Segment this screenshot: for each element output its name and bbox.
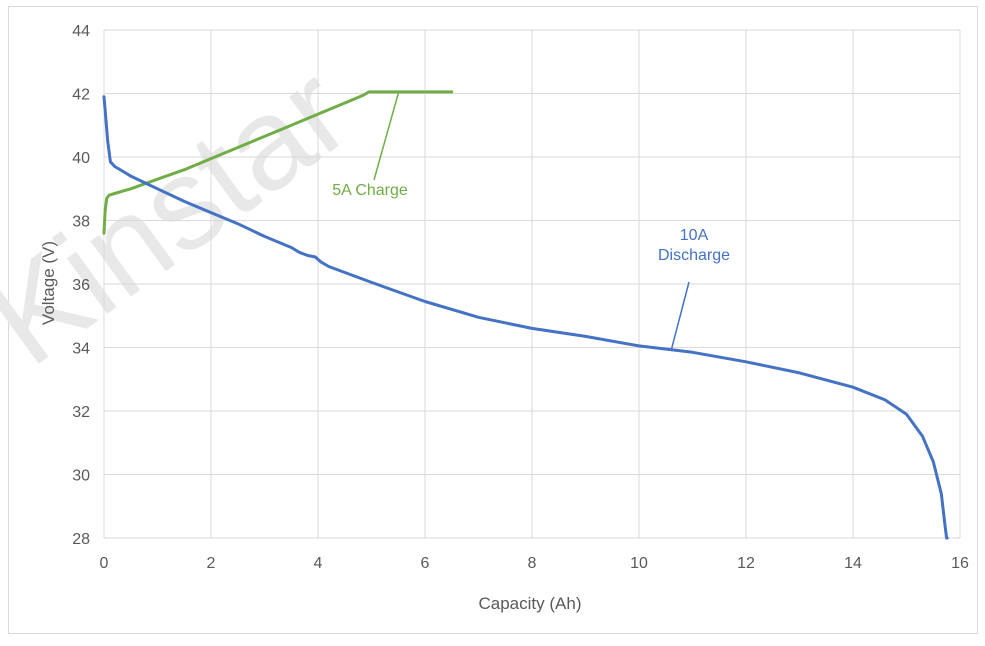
series-lines xyxy=(102,90,949,540)
y-tick-label: 28 xyxy=(72,531,90,548)
grid-lines xyxy=(103,29,961,539)
discharge-callout-label: Discharge xyxy=(658,247,730,264)
y-tick-label: 32 xyxy=(72,404,90,421)
y-tick-labels: 28 30 32 34 36 38 40 42 44 xyxy=(72,23,90,548)
y-tick-label: 42 xyxy=(72,87,90,104)
x-tick-label: 6 xyxy=(421,555,430,572)
x-tick-label: 16 xyxy=(951,555,969,572)
annotations: 5A Charge 10A Discharge xyxy=(332,93,730,351)
x-tick-label: 4 xyxy=(314,555,323,572)
x-tick-label: 10 xyxy=(630,555,648,572)
discharge-callout-leader xyxy=(670,281,690,351)
x-tick-label: 12 xyxy=(737,555,755,572)
x-tick-labels: 0 2 4 6 8 10 12 14 16 xyxy=(100,555,969,572)
y-axis-title: Voltage (V) xyxy=(39,241,58,325)
y-tick-label: 34 xyxy=(72,341,90,358)
x-axis-title: Capacity (Ah) xyxy=(479,594,582,613)
charge-callout-leader xyxy=(373,93,399,181)
x-tick-label: 14 xyxy=(844,555,862,572)
x-tick-label: 2 xyxy=(207,555,216,572)
x-tick-label: 0 xyxy=(100,555,109,572)
x-tick-label: 8 xyxy=(528,555,537,572)
y-tick-label: 38 xyxy=(72,214,90,231)
charge-series-line xyxy=(102,90,454,235)
discharge-series-line xyxy=(102,95,949,540)
y-tick-label: 36 xyxy=(72,277,90,294)
y-tick-label: 44 xyxy=(72,23,90,40)
y-tick-label: 40 xyxy=(72,150,90,167)
discharge-callout-label: 10A xyxy=(680,227,709,244)
y-tick-label: 30 xyxy=(72,468,90,485)
charge-callout-label: 5A Charge xyxy=(332,182,408,199)
